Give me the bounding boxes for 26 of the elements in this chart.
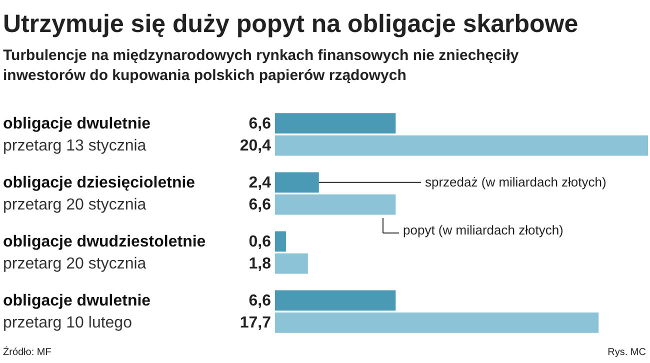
bar <box>275 194 396 215</box>
category-label: obligacje dziesięcioletnie przetarg 20 stycznia <box>3 174 196 214</box>
bar <box>275 135 648 156</box>
data-label: 6,6 <box>248 196 272 214</box>
category-label: obligacje dwuletnie przetarg 13 stycznia <box>3 115 151 155</box>
data-label: 1,8 <box>248 256 272 273</box>
bar <box>275 290 396 311</box>
bar <box>275 113 396 134</box>
series-label: popyt (w miliardach złotych) <box>403 222 564 238</box>
category-label: obligacje dwudziestoletnie przetarg 20 stycznia <box>3 233 206 273</box>
chart-title: Utrzymuje się duży popyt na obligacje skarbowe <box>3 10 578 38</box>
bar <box>275 253 308 274</box>
data-label: 20,4 <box>240 138 272 155</box>
category-label: obligacje dwuletnie przetarg 10 lutego <box>3 292 151 332</box>
text: Rys. MC <box>608 347 646 358</box>
chart-subtitle: Turbulencje na międzynarodowych rynkach finansowych nie zniechęciły inwestorów do kupowania polskich papierów rządowych <box>3 47 520 84</box>
data-label: 6,6 <box>248 292 272 310</box>
data-label: 6,6 <box>248 115 272 132</box>
bar <box>275 172 319 193</box>
data-label: 2,4 <box>248 174 272 192</box>
bar <box>275 231 286 252</box>
text: sprzedaż (w miliardach złotych) <box>425 174 606 190</box>
data-label: 0,6 <box>248 233 272 250</box>
bar <box>275 312 599 333</box>
data-label: 17,7 <box>240 314 272 332</box>
text: Źródło: MF <box>3 346 52 358</box>
